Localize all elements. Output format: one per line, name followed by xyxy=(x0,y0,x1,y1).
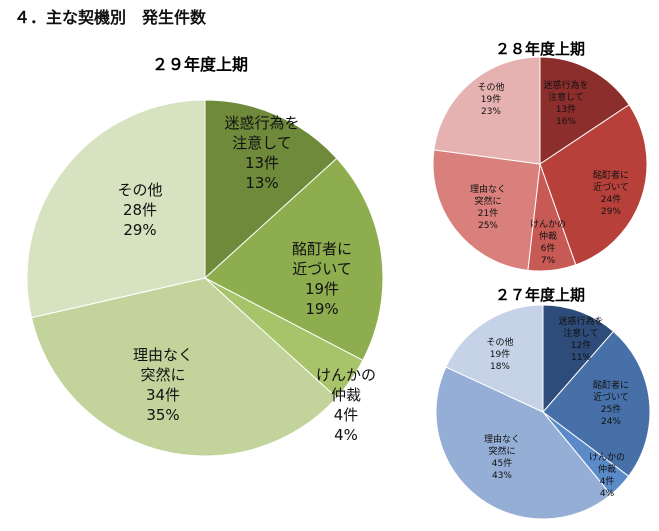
pie-slice xyxy=(542,304,615,414)
pie-slice xyxy=(445,304,544,413)
slice-label: 迷惑行為を注意して 12件 11% xyxy=(558,315,603,363)
slice-label: その他 28件 29% xyxy=(117,181,162,239)
pie-slice xyxy=(30,277,338,457)
chart-title: ２７年度上期 xyxy=(495,286,585,304)
pie-slice xyxy=(435,366,612,520)
pie-slice xyxy=(204,99,338,280)
pie-slice xyxy=(204,157,384,362)
slice-label: 理由なく突然に 34件 35% xyxy=(133,346,193,424)
pie-slice xyxy=(542,330,651,477)
slice-label: その他 19件 18% xyxy=(486,336,513,372)
slice-label: けんかの仲裁 4件 4% xyxy=(316,366,376,444)
slice-label: 酩酊者に近づいて 24件 29% xyxy=(593,169,629,217)
pie-slice xyxy=(539,56,630,165)
pie-slice xyxy=(26,99,206,319)
slice-label: 酩酊者に近づいて 25件 24% xyxy=(593,379,629,427)
slice-label: 酩酊者に近づいて 19件 19% xyxy=(292,240,352,318)
page-title: ４．主な契機別 発生件数 xyxy=(14,8,207,27)
slice-label: 理由なく突然に 45件 43% xyxy=(484,433,520,481)
pie-slice xyxy=(433,56,541,165)
pie-slice xyxy=(539,104,648,266)
slice-label: 迷惑行為を注意して 13件 16% xyxy=(543,79,588,127)
slice-label: その他 19件 23% xyxy=(477,81,504,117)
pie-slice xyxy=(432,149,541,271)
slice-label: けんかの仲裁 4件 4% xyxy=(589,452,625,499)
chart-title: ２９年度上期 xyxy=(152,55,248,74)
slice-label: けんかの仲裁 6件 7% xyxy=(530,219,566,266)
chart-title: ２８年度上期 xyxy=(495,40,585,58)
slice-label: 理由なく突然に 21件 25% xyxy=(470,183,506,231)
slice-label: 迷惑行為を注意して 13件 13% xyxy=(224,114,299,192)
